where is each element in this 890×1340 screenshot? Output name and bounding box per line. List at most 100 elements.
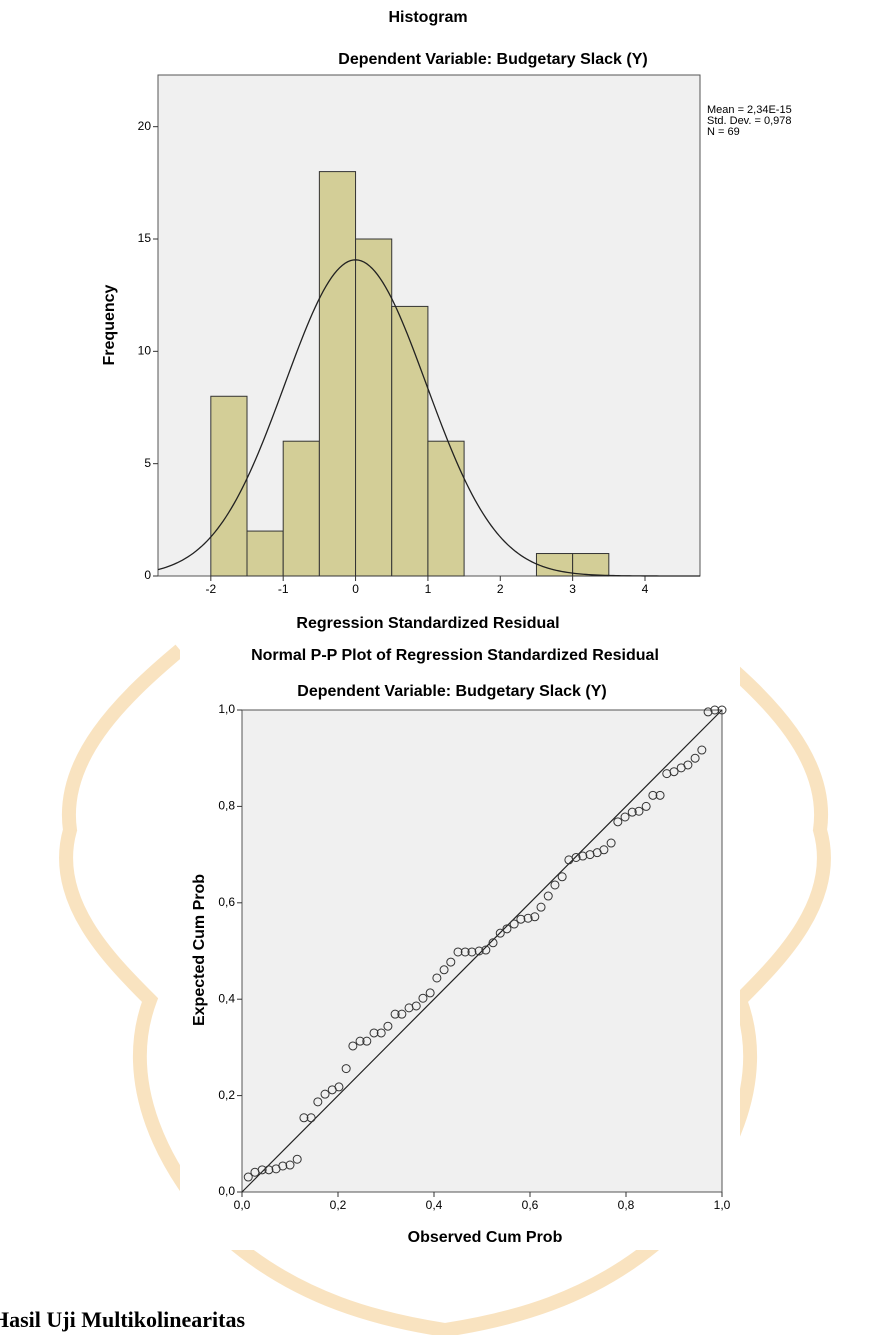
x-tick-label: 2 [497,582,504,596]
bar [318,171,357,577]
point [578,851,588,861]
point [703,707,713,717]
point [495,928,505,938]
point [243,1172,253,1182]
bar [282,440,320,577]
y-axis-label: Frequency [101,284,118,365]
point [439,965,449,975]
point [634,806,644,816]
point [390,1009,400,1019]
watermark [59,644,831,1338]
point [648,790,658,800]
point [376,1028,386,1038]
normal-curve [157,259,700,577]
y-tick-label: 10 [138,344,152,358]
chart-title: Histogram [388,9,467,26]
point [341,1064,351,1074]
bar [210,395,248,577]
y-tick-label: 20 [138,119,152,133]
point [257,1165,267,1175]
point [411,1001,421,1011]
point [292,1154,302,1164]
point [620,812,630,822]
point [516,914,526,924]
point [606,838,616,848]
point [474,946,484,956]
x-tick-label: 0,4 [426,1198,443,1212]
point [278,1161,288,1171]
point [467,947,477,957]
x-tick-label: 1 [425,582,432,596]
point [543,891,553,901]
point [369,1028,379,1038]
point [655,790,665,800]
point [383,1021,393,1031]
y-tick-label: 0,0 [218,1184,235,1198]
point [690,753,700,763]
point [313,1097,323,1107]
point [502,924,512,934]
chart-subtitle: Dependent Variable: Budgetary Slack (Y) [338,51,647,68]
y-axis-label: Expected Cum Prob [191,874,208,1026]
point [536,902,546,912]
y-tick-label: 15 [138,231,152,245]
point [488,938,498,948]
x-tick-label: 0 [352,582,359,596]
point [425,988,435,998]
y-tick-label: 0,2 [218,1088,235,1102]
y-tick-label: 0,8 [218,799,235,813]
point [285,1160,295,1170]
x-tick-label: 0,8 [618,1198,635,1212]
point [627,807,637,817]
point [530,912,540,922]
stat-mean: Mean = 2,34E-15 [707,104,792,116]
y-tick-label: 5 [144,456,151,470]
point [710,705,720,715]
point [717,705,727,715]
stat-n: N = 69 [707,126,740,138]
stat-std: Std. Dev. = 0,978 [707,115,792,127]
x-tick-label: 0,6 [522,1198,539,1212]
x-tick-label: 0,0 [234,1198,251,1212]
point [362,1036,372,1046]
x-tick-label: 4 [642,582,649,596]
point [669,767,679,777]
y-tick-label: 1,0 [218,702,235,716]
point [397,1009,407,1019]
point [571,852,581,862]
y-tick-label: 0 [144,568,151,582]
point [523,913,533,923]
x-axis-label: Observed Cum Prob [408,1229,563,1246]
point [320,1089,330,1099]
bar [427,440,465,577]
chart-subtitle: Dependent Variable: Budgetary Slack (Y) [297,683,606,700]
point [453,947,463,957]
section-heading: Hasil Uji Multikolinearitas [0,1307,245,1332]
point [355,1036,365,1046]
x-tick-label: -1 [278,582,289,596]
point [306,1113,316,1123]
x-tick-label: 1,0 [714,1198,731,1212]
point [613,817,623,827]
bar [246,530,284,577]
point [299,1113,309,1123]
x-tick-label: 0,2 [330,1198,347,1212]
x-tick-label: -2 [205,582,216,596]
point [641,801,651,811]
bar [391,305,429,577]
bar [572,553,610,577]
point [557,872,567,882]
point [697,745,707,755]
point [348,1041,358,1051]
point [264,1165,274,1175]
point [334,1082,344,1092]
y-tick-label: 0,6 [218,895,235,909]
point [446,957,456,967]
point [432,973,442,983]
point [599,845,609,855]
y-tick-label: 0,4 [218,991,235,1005]
point [683,760,693,770]
x-axis-label: Regression Standardized Residual [296,615,559,632]
point [481,945,491,955]
